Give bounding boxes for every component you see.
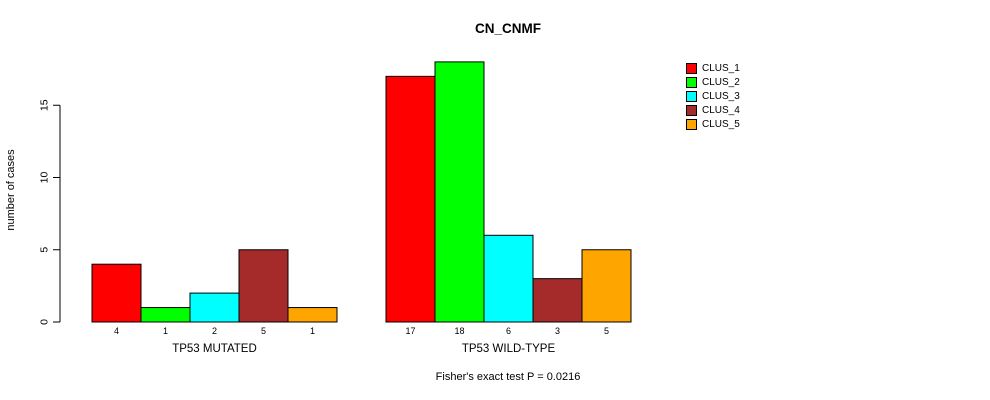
bar-clus-5-tp53-wild-type [581,249,632,323]
y-axis-tick-label: 15 [39,99,51,111]
bar-clus-2-tp53-mutated [140,307,191,323]
bar-value-label: 2 [212,326,217,336]
legend-item-clus-3: CLUS_3 [686,89,740,103]
bar-value-label: 5 [604,326,609,336]
bar-value-label: 1 [163,326,168,336]
x-group-label-tp53-wild-type: TP53 WILD-TYPE [462,343,556,355]
legend-label: CLUS_4 [702,104,740,116]
legend-swatch-clus-4 [686,104,697,116]
bar-value-label: 5 [261,326,266,336]
legend: CLUS_1 CLUS_2 CLUS_3 CLUS_4 CLUS_5 [686,61,740,131]
bar-clus-1-tp53-wild-type [385,75,436,323]
legend-label: CLUS_2 [702,76,740,88]
bar-clus-4-tp53-mutated [238,249,289,323]
legend-swatch-clus-2 [686,76,697,88]
legend-label: CLUS_3 [702,90,740,102]
bar-value-label: 17 [405,326,415,336]
y-axis-tick-label: 5 [39,247,51,253]
legend-swatch-clus-3 [686,90,697,102]
bar-clus-5-tp53-mutated [287,307,338,323]
bar-value-label: 6 [506,326,511,336]
bar-value-label: 18 [454,326,464,336]
bar-clus-1-tp53-mutated [91,263,142,323]
y-axis-tick-label: 0 [39,319,51,325]
legend-item-clus-5: CLUS_5 [686,117,740,131]
bar-value-label: 1 [310,326,315,336]
x-group-label-tp53-mutated: TP53 MUTATED [172,343,257,355]
chart-title: CN_CNMF [475,21,541,36]
legend-label: CLUS_5 [702,118,740,130]
y-axis-tick-label: 10 [39,172,51,184]
bar-value-label: 4 [114,326,119,336]
bar-clus-3-tp53-mutated [189,292,240,323]
legend-swatch-clus-5 [686,118,697,130]
bar-clus-3-tp53-wild-type [483,234,534,323]
legend-item-clus-4: CLUS_4 [686,103,740,117]
legend-item-clus-2: CLUS_2 [686,75,740,89]
legend-swatch-clus-1 [686,62,697,74]
legend-label: CLUS_1 [702,62,740,74]
bar-clus-4-tp53-wild-type [532,278,583,323]
bar-clus-2-tp53-wild-type [434,61,485,323]
fisher-test-annotation: Fisher's exact test P = 0.0216 [435,371,581,383]
bar-value-label: 3 [555,326,560,336]
legend-item-clus-1: CLUS_1 [686,61,740,75]
